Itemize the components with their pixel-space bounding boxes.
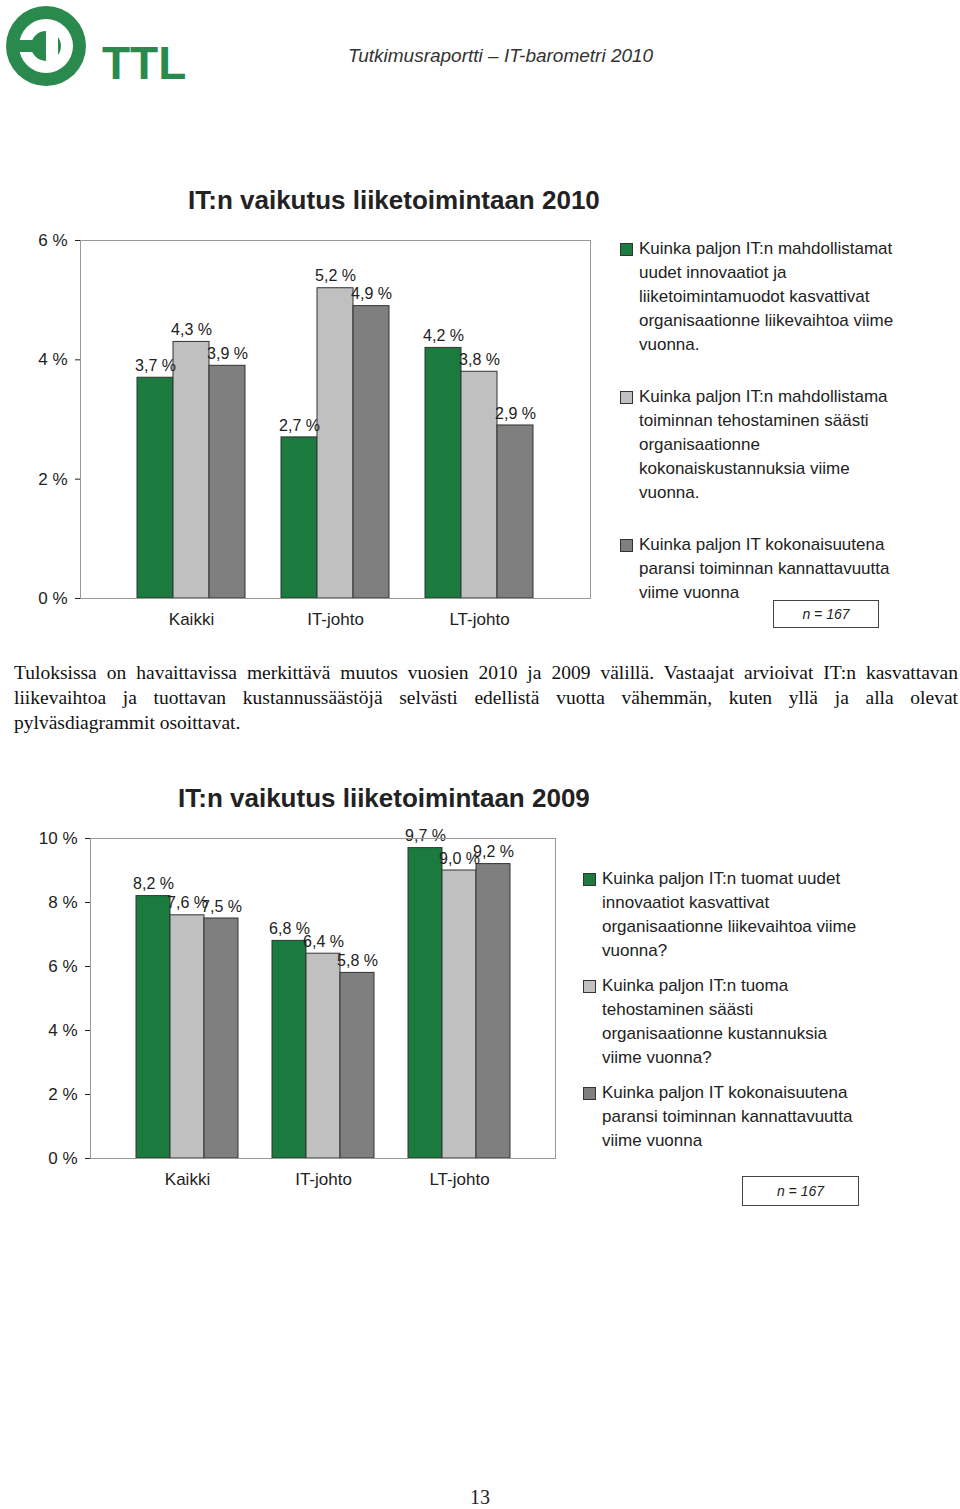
svg-text:9,0 %: 9,0 % [439, 849, 480, 867]
svg-text:4,9 %: 4,9 % [351, 285, 392, 302]
html-text:Kuinka paljon IT:n mahdollista: Kuinka paljon IT:n mahdollistama toiminn… [639, 387, 888, 502]
svg-text:3,8 %: 3,8 % [459, 351, 500, 368]
html-text:Kuinka paljon IT:n mahdollista: Kuinka paljon IT:n mahdollistamat uudet … [639, 239, 894, 354]
svg-text:3,9 %: 3,9 % [207, 345, 248, 362]
svg-text:8,2 %: 8,2 % [133, 875, 174, 892]
svg-text:4,2 %: 4,2 % [423, 327, 464, 344]
html-text:Kuinka paljon IT kokonaisuuten: Kuinka paljon IT kokonaisuutena paransi … [602, 1083, 853, 1150]
html-text:Tutkimusraportti – IT-barometr: Tutkimusraportti – IT-barometri 2010 [348, 45, 654, 66]
svg-text:LT-johto: LT-johto [449, 610, 509, 629]
html-text:IT:n vaikutus liiketoimintaan: IT:n vaikutus liiketoimintaan 2009 [178, 783, 590, 813]
svg-text:Kaikki: Kaikki [165, 1170, 210, 1189]
svg-text:6 %: 6 % [48, 957, 77, 976]
svg-text:IT-johto: IT-johto [307, 610, 364, 629]
svg-text:4 %: 4 % [48, 1021, 77, 1040]
svg-text:LT-johto: LT-johto [429, 1170, 489, 1189]
html-text:13: 13 [470, 1486, 490, 1508]
svg-text:9,7 %: 9,7 % [405, 827, 446, 844]
svg-text:4,3 %: 4,3 % [171, 321, 212, 338]
svg-text:5,8 %: 5,8 % [337, 952, 378, 969]
svg-text:10 %: 10 % [39, 829, 78, 848]
svg-text:0 %: 0 % [38, 589, 67, 608]
html-text:n = 167: n = 167 [776, 1183, 824, 1199]
svg-text:2 %: 2 % [38, 470, 67, 489]
html-text:IT:n vaikutus liiketoimintaan: IT:n vaikutus liiketoimintaan 2010 [188, 185, 600, 215]
svg-text:5,2 %: 5,2 % [315, 267, 356, 284]
svg-text:7,5 %: 7,5 % [201, 898, 242, 915]
svg-text:9,2 %: 9,2 % [473, 843, 514, 860]
svg-text:8 %: 8 % [48, 893, 77, 912]
html-text:Kuinka paljon IT kokonaisuuten: Kuinka paljon IT kokonaisuutena paransi … [639, 535, 890, 602]
svg-text:2 %: 2 % [48, 1085, 77, 1104]
html-text:Kuinka paljon IT:n tuomat uude: Kuinka paljon IT:n tuomat uudet innovaat… [602, 869, 857, 960]
svg-text:0 %: 0 % [48, 1149, 77, 1168]
svg-text:6,4 %: 6,4 % [303, 933, 344, 950]
svg-text:6,8 %: 6,8 % [269, 920, 310, 937]
svg-text:Kaikki: Kaikki [169, 610, 214, 629]
svg-text:TTL: TTL [102, 37, 186, 89]
svg-text:2,7 %: 2,7 % [279, 417, 320, 434]
html-text:Tuloksissa on havaittavissa me: Tuloksissa on havaittavissa merkittävä m… [14, 662, 958, 733]
svg-text:3,7 %: 3,7 % [135, 357, 176, 374]
html-text:n = 167: n = 167 [802, 606, 850, 622]
svg-text:IT-johto: IT-johto [295, 1170, 352, 1189]
svg-text:4 %: 4 % [38, 350, 67, 369]
svg-text:7,6 %: 7,6 % [167, 894, 208, 912]
svg-text:6 %: 6 % [38, 231, 67, 250]
svg-text:2,9 %: 2,9 % [495, 405, 536, 422]
html-text:Kuinka paljon IT:n tuoma tehos: Kuinka paljon IT:n tuoma tehostaminen sä… [602, 976, 827, 1067]
